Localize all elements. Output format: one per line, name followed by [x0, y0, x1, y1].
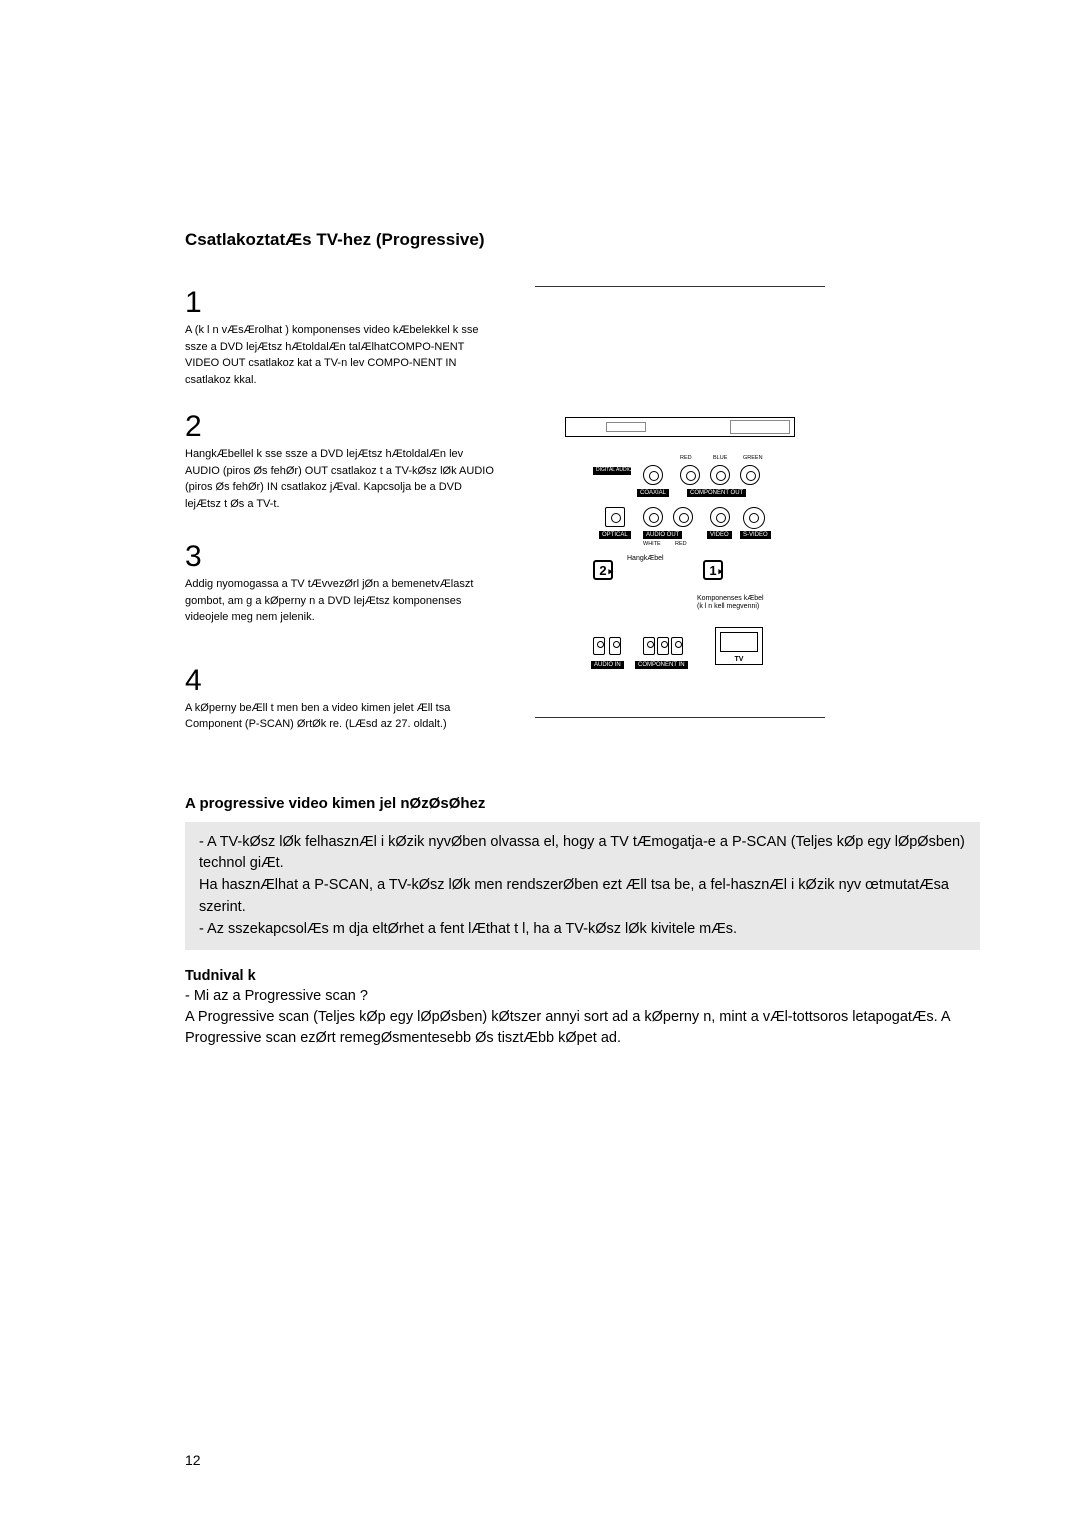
jack-svideo	[743, 507, 765, 529]
step-text: A (k l n vÆsÆrolhat ) komponenses video …	[185, 322, 495, 388]
steps-column: 1 A (k l n vÆsÆrolhat ) komponenses vide…	[185, 286, 495, 755]
cable-label-line2: (k l n kell megvenni)	[697, 603, 759, 610]
label-red: RED	[680, 455, 692, 461]
jack-pb	[710, 465, 730, 485]
info-line: Ha hasznÆlhat a P-SCAN, a TV-kØsz lØk me…	[199, 875, 966, 919]
step-3: 3 Addig nyomogassa a TV tÆvvezØrl jØn a …	[185, 540, 495, 626]
step-text: HangkÆbellel k sse ssze a DVD lejÆtsz hÆ…	[185, 446, 495, 512]
step-number: 1	[185, 286, 495, 320]
step-number: 2	[185, 410, 495, 444]
label-green: GREEN	[743, 455, 763, 461]
label-red2: RED	[675, 541, 687, 547]
label-optical: OPTICAL	[599, 531, 631, 539]
jack-optical	[605, 507, 625, 527]
jack-video	[710, 507, 730, 527]
label-audio-in: AUDIO IN	[591, 661, 624, 669]
tv-jack	[657, 637, 669, 655]
jack-pr	[680, 465, 700, 485]
step-2: 2 HangkÆbellel k sse ssze a DVD lejÆtsz …	[185, 410, 495, 512]
page-number: 12	[185, 1452, 201, 1468]
dvd-rear-outline	[565, 417, 795, 437]
notes-line: A Progressive scan (Teljes kØp egy lØpØs…	[185, 1007, 980, 1049]
cable-badge-2: 2	[593, 560, 613, 580]
cable-label-component: Komponenses kÆbel (k l n kell megvenni)	[697, 595, 764, 612]
divider-bottom	[535, 717, 825, 718]
label-audio-out: AUDIO OUT	[643, 531, 682, 539]
tv-jack	[609, 637, 621, 655]
label-digital: DIGITAL AUDIO OUT	[593, 467, 631, 475]
tv-label: TV	[716, 656, 762, 663]
jack-coax	[643, 465, 663, 485]
connection-diagram: RED BLUE GREEN DIGITAL AUDIO OUT COAXIAL…	[535, 317, 825, 677]
section-title: CsatlakoztatÆs TV-hez (Progressive)	[185, 230, 980, 250]
label-coaxial: COAXIAL	[637, 489, 669, 497]
tv-icon: TV	[715, 627, 763, 665]
step-4: 4 A kØperny beÆll t men ben a video kime…	[185, 664, 495, 733]
subsection-title: A progressive video kimen jel nØzØsØhez	[185, 795, 980, 812]
jack-audio-l	[643, 507, 663, 527]
step-1: 1 A (k l n vÆsÆrolhat ) komponenses vide…	[185, 286, 495, 388]
cable-badge-1: 1	[703, 560, 723, 580]
tv-jack	[593, 637, 605, 655]
cable-label-audio: HangkÆbel	[627, 555, 664, 563]
tv-jack	[671, 637, 683, 655]
label-svideo: S-VIDEO	[740, 531, 771, 539]
info-line: - A TV-kØsz lØk felhasznÆl i kØzik nyvØb…	[199, 832, 966, 876]
dvd-port-block	[730, 420, 790, 434]
notes-body: - Mi az a Progressive scan ? A Progressi…	[185, 986, 980, 1049]
tv-jack	[643, 637, 655, 655]
notes-title: Tudnival k	[185, 968, 980, 984]
step-text: A kØperny beÆll t men ben a video kimen …	[185, 700, 495, 733]
label-component-in: COMPONENT IN	[635, 661, 688, 669]
step-number: 4	[185, 664, 495, 698]
label-white: WHITE	[643, 541, 661, 547]
info-box: - A TV-kØsz lØk felhasznÆl i kØzik nyvØb…	[185, 822, 980, 951]
step-number: 3	[185, 540, 495, 574]
jack-audio-r	[673, 507, 693, 527]
notes-line: - Mi az a Progressive scan ?	[185, 986, 980, 1007]
tv-screen	[720, 632, 758, 652]
cable-label-line1: Komponenses kÆbel	[697, 595, 764, 602]
info-line: - Az sszekapcsolÆs m dja eltØrhet a fent…	[199, 919, 966, 941]
label-video: VIDEO	[707, 531, 732, 539]
connector-panel: RED BLUE GREEN DIGITAL AUDIO OUT COAXIAL…	[565, 457, 795, 572]
step-text: Addig nyomogassa a TV tÆvvezØrl jØn a be…	[185, 576, 495, 626]
two-column-layout: 1 A (k l n vÆsÆrolhat ) komponenses vide…	[185, 286, 980, 755]
dvd-slot	[606, 422, 646, 432]
jack-y	[740, 465, 760, 485]
divider-top	[535, 286, 825, 287]
label-blue: BLUE	[713, 455, 727, 461]
diagram-column: RED BLUE GREEN DIGITAL AUDIO OUT COAXIAL…	[525, 286, 980, 755]
label-component-out: COMPONENT OUT	[687, 489, 746, 497]
